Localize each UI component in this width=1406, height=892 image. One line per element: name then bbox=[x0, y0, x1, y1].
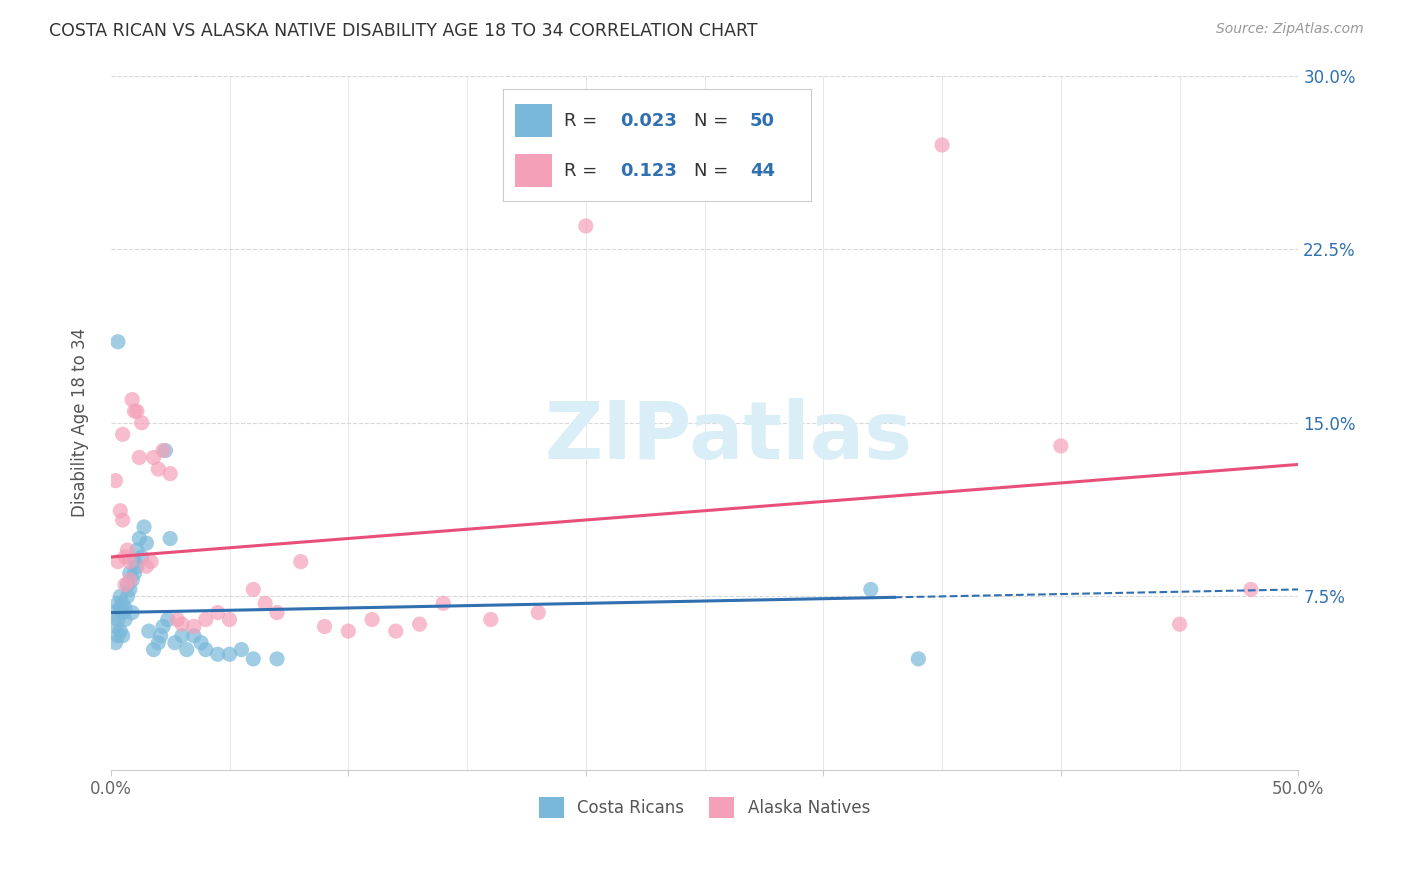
Point bbox=[121, 606, 143, 620]
Point bbox=[111, 629, 134, 643]
Point bbox=[266, 606, 288, 620]
Point bbox=[135, 559, 157, 574]
Point bbox=[118, 566, 141, 581]
Point bbox=[183, 619, 205, 633]
Point bbox=[131, 549, 153, 564]
Point bbox=[159, 532, 181, 546]
Point bbox=[176, 642, 198, 657]
Text: Source: ZipAtlas.com: Source: ZipAtlas.com bbox=[1216, 22, 1364, 37]
Point bbox=[149, 629, 172, 643]
Point bbox=[114, 549, 136, 564]
Point bbox=[125, 404, 148, 418]
Point bbox=[148, 462, 170, 476]
Point bbox=[207, 647, 229, 661]
Point bbox=[124, 555, 146, 569]
Point bbox=[254, 596, 277, 610]
Point bbox=[361, 613, 384, 627]
Point bbox=[111, 513, 134, 527]
Point bbox=[266, 652, 288, 666]
Text: ZIPatlas: ZIPatlas bbox=[544, 398, 912, 475]
Point bbox=[124, 566, 146, 581]
Point bbox=[231, 642, 253, 657]
Point bbox=[152, 619, 174, 633]
Point bbox=[104, 635, 127, 649]
Point bbox=[1168, 617, 1191, 632]
Point bbox=[121, 392, 143, 407]
Point bbox=[104, 474, 127, 488]
Point bbox=[337, 624, 360, 639]
Point bbox=[170, 617, 193, 632]
Point bbox=[156, 613, 179, 627]
Point bbox=[107, 613, 129, 627]
Point bbox=[111, 596, 134, 610]
Point bbox=[128, 450, 150, 465]
Point bbox=[107, 629, 129, 643]
Point bbox=[107, 334, 129, 349]
Point bbox=[479, 613, 502, 627]
Point bbox=[104, 619, 127, 633]
Point bbox=[110, 590, 132, 604]
Point bbox=[118, 582, 141, 597]
Point bbox=[121, 573, 143, 587]
Point bbox=[152, 443, 174, 458]
Point bbox=[135, 536, 157, 550]
Point bbox=[107, 596, 129, 610]
Point bbox=[1050, 439, 1073, 453]
Y-axis label: Disability Age 18 to 34: Disability Age 18 to 34 bbox=[72, 328, 89, 517]
Point bbox=[183, 629, 205, 643]
Point bbox=[118, 555, 141, 569]
Point bbox=[142, 642, 165, 657]
Point bbox=[110, 504, 132, 518]
Point bbox=[931, 138, 953, 153]
Point bbox=[242, 582, 264, 597]
Point bbox=[194, 642, 217, 657]
Point bbox=[142, 450, 165, 465]
Point bbox=[159, 467, 181, 481]
Point bbox=[218, 647, 240, 661]
Point bbox=[114, 601, 136, 615]
Point bbox=[111, 606, 134, 620]
Point bbox=[408, 617, 430, 632]
Point bbox=[110, 601, 132, 615]
Point bbox=[527, 606, 550, 620]
Point bbox=[190, 635, 212, 649]
Point bbox=[290, 555, 312, 569]
Point bbox=[141, 555, 163, 569]
Point bbox=[117, 590, 139, 604]
Point bbox=[1240, 582, 1263, 597]
Point bbox=[314, 619, 336, 633]
Point bbox=[385, 624, 408, 639]
Point bbox=[117, 578, 139, 592]
Point bbox=[166, 613, 188, 627]
Point bbox=[155, 443, 177, 458]
Point bbox=[124, 404, 146, 418]
Point bbox=[859, 582, 882, 597]
Point bbox=[432, 596, 454, 610]
Point bbox=[114, 613, 136, 627]
Point bbox=[131, 416, 153, 430]
Point bbox=[207, 606, 229, 620]
Point bbox=[101, 606, 124, 620]
Text: COSTA RICAN VS ALASKA NATIVE DISABILITY AGE 18 TO 34 CORRELATION CHART: COSTA RICAN VS ALASKA NATIVE DISABILITY … bbox=[49, 22, 758, 40]
Point bbox=[194, 613, 217, 627]
Point bbox=[110, 624, 132, 639]
Point bbox=[117, 543, 139, 558]
Point bbox=[107, 555, 129, 569]
Point bbox=[575, 219, 598, 233]
Point bbox=[242, 652, 264, 666]
Point bbox=[118, 573, 141, 587]
Point bbox=[128, 532, 150, 546]
Point bbox=[163, 635, 186, 649]
Point bbox=[125, 559, 148, 574]
Point bbox=[218, 613, 240, 627]
Point bbox=[170, 629, 193, 643]
Point bbox=[111, 427, 134, 442]
Legend: Costa Ricans, Alaska Natives: Costa Ricans, Alaska Natives bbox=[533, 790, 877, 824]
Point bbox=[125, 543, 148, 558]
Point bbox=[907, 652, 929, 666]
Point bbox=[132, 520, 155, 534]
Point bbox=[114, 578, 136, 592]
Point bbox=[138, 624, 160, 639]
Point bbox=[148, 635, 170, 649]
